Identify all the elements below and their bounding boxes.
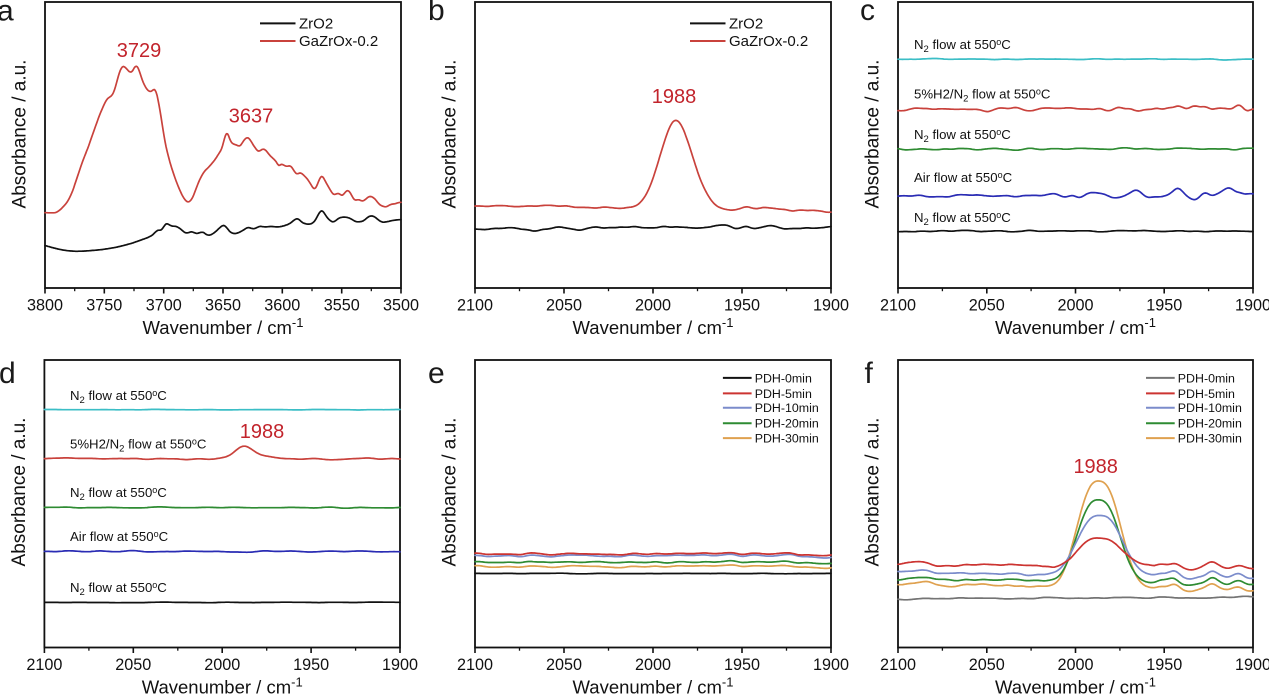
svg-text:N2 flow at 550oC: N2 flow at 550oC xyxy=(914,127,1011,145)
svg-text:2100: 2100 xyxy=(880,656,916,674)
svg-text:e: e xyxy=(428,357,445,390)
svg-text:3800: 3800 xyxy=(27,297,63,315)
svg-text:3550: 3550 xyxy=(324,297,360,315)
svg-text:Air flow at 550oC: Air flow at 550oC xyxy=(70,529,169,544)
svg-text:2050: 2050 xyxy=(546,656,582,674)
svg-text:2050: 2050 xyxy=(546,297,582,315)
svg-text:PDH-30min: PDH-30min xyxy=(1178,432,1242,446)
svg-text:2100: 2100 xyxy=(26,656,62,674)
svg-text:ZrO2: ZrO2 xyxy=(729,16,763,33)
svg-text:3637: 3637 xyxy=(229,106,274,128)
svg-text:3500: 3500 xyxy=(383,297,419,315)
svg-text:c: c xyxy=(860,0,875,27)
svg-text:Wavenumber / cm-1: Wavenumber / cm-1 xyxy=(573,315,734,338)
svg-text:b: b xyxy=(428,0,445,27)
svg-text:1900: 1900 xyxy=(1235,656,1269,674)
svg-text:f: f xyxy=(865,357,874,390)
svg-text:3600: 3600 xyxy=(264,297,300,315)
svg-text:PDH-0min: PDH-0min xyxy=(1178,371,1235,385)
svg-text:3729: 3729 xyxy=(117,40,162,62)
svg-text:2000: 2000 xyxy=(635,656,671,674)
svg-text:2050: 2050 xyxy=(969,297,1005,315)
svg-text:Absorbance / a.u.: Absorbance / a.u. xyxy=(9,418,30,567)
svg-text:N2 flow at 550oC: N2 flow at 550oC xyxy=(914,210,1011,228)
svg-text:PDH-10min: PDH-10min xyxy=(755,401,819,415)
svg-text:1988: 1988 xyxy=(240,421,285,443)
svg-text:2100: 2100 xyxy=(457,297,493,315)
svg-text:GaZrOx-0.2: GaZrOx-0.2 xyxy=(299,33,378,50)
svg-text:1950: 1950 xyxy=(1146,297,1182,315)
svg-text:1950: 1950 xyxy=(1146,656,1182,674)
svg-text:Air flow at 550oC: Air flow at 550oC xyxy=(914,170,1013,185)
svg-text:2050: 2050 xyxy=(115,656,151,674)
svg-text:1900: 1900 xyxy=(382,656,418,674)
svg-text:PDH-20min: PDH-20min xyxy=(1178,417,1242,431)
svg-text:2000: 2000 xyxy=(1057,297,1093,315)
svg-text:2000: 2000 xyxy=(635,297,671,315)
svg-text:N2 flow at 550oC: N2 flow at 550oC xyxy=(70,580,167,598)
svg-text:1988: 1988 xyxy=(1073,456,1118,478)
svg-text:5%H2/N2 flow at 550oC: 5%H2/N2 flow at 550oC xyxy=(914,87,1051,105)
svg-text:3750: 3750 xyxy=(86,297,122,315)
svg-text:a: a xyxy=(0,0,14,28)
svg-text:Absorbance / a.u.: Absorbance / a.u. xyxy=(10,60,31,209)
svg-text:5%H2/N2 flow at 550oC: 5%H2/N2 flow at 550oC xyxy=(70,437,207,455)
svg-text:1900: 1900 xyxy=(1235,297,1269,315)
svg-text:N2 flow at 550oC: N2 flow at 550oC xyxy=(70,388,167,406)
svg-text:ZrO2: ZrO2 xyxy=(299,16,333,33)
svg-text:2000: 2000 xyxy=(1057,656,1093,674)
svg-text:1950: 1950 xyxy=(724,297,760,315)
svg-text:PDH-5min: PDH-5min xyxy=(755,387,812,401)
svg-text:PDH-20min: PDH-20min xyxy=(755,417,819,431)
svg-text:GaZrOx-0.2: GaZrOx-0.2 xyxy=(729,33,808,50)
svg-text:PDH-0min: PDH-0min xyxy=(755,371,812,385)
svg-text:Absorbance / a.u.: Absorbance / a.u. xyxy=(440,60,461,209)
svg-text:1950: 1950 xyxy=(724,656,760,674)
svg-text:Wavenumber / cm-1: Wavenumber / cm-1 xyxy=(573,675,734,695)
svg-text:PDH-30min: PDH-30min xyxy=(755,432,819,446)
svg-text:1900: 1900 xyxy=(813,297,849,315)
svg-text:1988: 1988 xyxy=(652,86,697,108)
svg-text:2100: 2100 xyxy=(880,297,916,315)
svg-text:2100: 2100 xyxy=(457,656,493,674)
svg-text:3650: 3650 xyxy=(205,297,241,315)
svg-text:Wavenumber / cm-1: Wavenumber / cm-1 xyxy=(995,315,1156,338)
svg-text:Absorbance / a.u.: Absorbance / a.u. xyxy=(440,418,461,567)
svg-text:2050: 2050 xyxy=(969,656,1005,674)
svg-text:PDH-5min: PDH-5min xyxy=(1178,387,1235,401)
svg-text:2000: 2000 xyxy=(204,656,240,674)
svg-text:Wavenumber / cm-1: Wavenumber / cm-1 xyxy=(142,675,303,695)
svg-text:Wavenumber / cm-1: Wavenumber / cm-1 xyxy=(995,675,1156,695)
svg-text:Wavenumber / cm-1: Wavenumber / cm-1 xyxy=(143,315,304,338)
svg-text:N2 flow at 550oC: N2 flow at 550oC xyxy=(70,485,167,503)
svg-text:Absorbance / a.u.: Absorbance / a.u. xyxy=(863,418,884,567)
svg-text:3700: 3700 xyxy=(146,297,182,315)
svg-text:d: d xyxy=(0,357,16,390)
svg-text:Absorbance / a.u.: Absorbance / a.u. xyxy=(863,60,884,209)
svg-text:N2 flow at 550oC: N2 flow at 550oC xyxy=(914,37,1011,55)
svg-text:1950: 1950 xyxy=(293,656,329,674)
svg-text:1900: 1900 xyxy=(813,656,849,674)
svg-text:PDH-10min: PDH-10min xyxy=(1178,401,1242,415)
